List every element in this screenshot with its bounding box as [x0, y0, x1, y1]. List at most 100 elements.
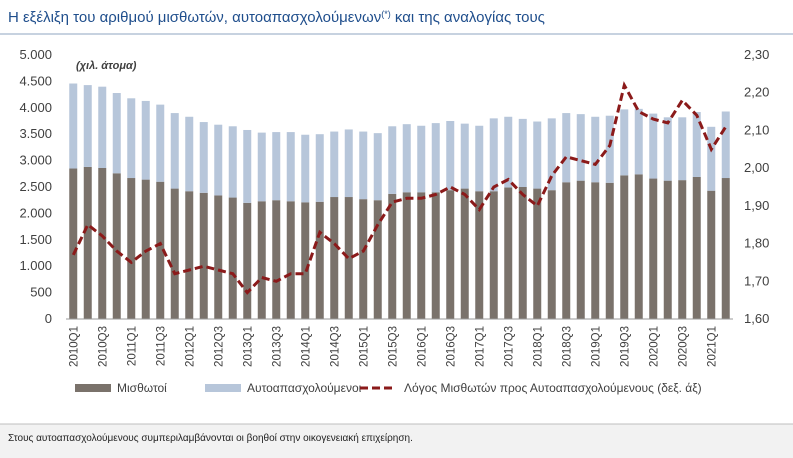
y-tick-label: 2.500	[19, 179, 52, 194]
bar-segment	[533, 188, 542, 319]
title-sup: (*)	[381, 9, 391, 19]
bar-segment	[591, 182, 600, 319]
x-tick-label: 2012Q1	[184, 326, 196, 367]
bar-segment	[98, 86, 107, 168]
bar-segment	[69, 83, 78, 169]
y-tick-label: 3.500	[19, 126, 52, 141]
x-tick-label: 2019Q1	[590, 326, 602, 367]
bar-segment	[576, 114, 585, 181]
bar-segment	[301, 202, 310, 319]
y2-tick-label: 1,80	[744, 236, 769, 251]
bar-segment	[388, 193, 397, 319]
bar-segment	[721, 178, 730, 319]
bar-segment	[185, 116, 194, 192]
bar-segment	[257, 201, 266, 319]
bar-segment	[243, 202, 252, 319]
bar-segment	[359, 131, 368, 200]
y-tick-label: 0	[45, 311, 52, 326]
x-tick-label: 2015Q1	[358, 326, 370, 367]
bar-segment	[344, 197, 353, 319]
chart-title: Η εξέλιξη του αριθμού μισθωτών, αυτοαπασ…	[8, 9, 545, 26]
bar-segment	[359, 199, 368, 319]
footnote-box	[0, 424, 793, 458]
legend-label: Λόγος Μισθωτών προς Αυτοαπασχολούμενους …	[404, 381, 702, 395]
bar-segment	[156, 181, 165, 319]
bar-segment	[243, 129, 252, 203]
bar-segment	[141, 179, 150, 319]
bar-segment	[170, 113, 179, 189]
bar-segment	[388, 126, 397, 194]
legend-label: Μισθωτοί	[117, 381, 167, 395]
y-tick-label: 3.000	[19, 153, 52, 168]
bar-segment	[286, 132, 295, 202]
x-tick-label: 2017Q3	[503, 326, 515, 367]
y-tick-label: 500	[30, 285, 52, 300]
y-tick-label: 5.000	[19, 47, 52, 62]
title-part: και της αναλογίας τους	[391, 9, 545, 26]
bar-segment	[649, 113, 658, 179]
bar-segment	[330, 197, 339, 319]
y2-tick-label: 2,30	[744, 47, 769, 62]
title-part: Η εξέλιξη του αριθμού μισθωτών, αυτοαπασ…	[8, 9, 381, 26]
x-tick-label: 2020Q1	[648, 326, 660, 367]
ratio-line	[71, 81, 728, 295]
bar-segment	[301, 134, 310, 203]
bar-segment	[373, 200, 382, 319]
y2-tick-label: 1,90	[744, 198, 769, 213]
y-tick-label: 1.000	[19, 258, 52, 273]
bar-segment	[228, 126, 237, 198]
bar-segment	[228, 197, 237, 319]
bar-segment	[533, 121, 542, 189]
bar-segment	[489, 118, 498, 192]
bar-segment	[69, 168, 78, 319]
bar-segment	[402, 192, 411, 319]
bar-segment	[620, 109, 629, 176]
x-tick-label: 2012Q3	[213, 326, 225, 367]
bar-segment	[112, 173, 121, 319]
y-tick-label: 2.000	[19, 205, 52, 220]
bar-segment	[489, 191, 498, 319]
bar-segment	[504, 116, 513, 188]
bar-segment	[272, 200, 281, 319]
bar-segment	[156, 104, 165, 182]
bar-segment	[678, 180, 687, 319]
bar-segment	[344, 129, 353, 198]
bar-segment	[315, 134, 324, 202]
x-tick-label: 2013Q3	[271, 326, 283, 367]
bar-segment	[663, 117, 672, 181]
bar-segment	[272, 132, 281, 201]
bar-segment	[127, 98, 136, 179]
plot: 0 500 1.000 1.500 2.000 2.500 3.000 3.500 4.000 4…	[19, 47, 769, 395]
bar-segment	[692, 176, 701, 319]
bar-segment	[634, 174, 643, 319]
bar-segment	[257, 132, 266, 202]
x-tick-label: 2010Q1	[68, 326, 80, 367]
x-tick-label: 2019Q3	[619, 326, 631, 367]
x-tick-label: 2016Q1	[416, 326, 428, 367]
bar-segment	[127, 178, 136, 319]
bar-segment	[402, 124, 411, 193]
bar-segment	[605, 182, 614, 319]
bar-segment	[475, 125, 484, 192]
bar-segment	[141, 100, 150, 180]
y-tick-label: 1.500	[19, 232, 52, 247]
bar-segment	[446, 190, 455, 319]
y-tick-label: 4.000	[19, 100, 52, 115]
x-tick-label: 2011Q1	[126, 326, 138, 366]
bar-segment	[417, 125, 426, 193]
bar-segment	[663, 180, 672, 319]
bar-segment	[214, 124, 223, 196]
bar-segment	[460, 188, 469, 319]
bar-segment	[98, 167, 107, 319]
bar-segment	[547, 118, 556, 191]
bar-segment	[605, 115, 614, 183]
bar-segment	[315, 201, 324, 319]
bar-segment	[576, 180, 585, 319]
bar-segment	[112, 93, 121, 174]
legend-swatch	[75, 384, 111, 392]
x-tick-label: 2014Q1	[300, 326, 312, 367]
bar-segment	[170, 188, 179, 319]
x-tick-label: 2020Q3	[677, 326, 689, 367]
